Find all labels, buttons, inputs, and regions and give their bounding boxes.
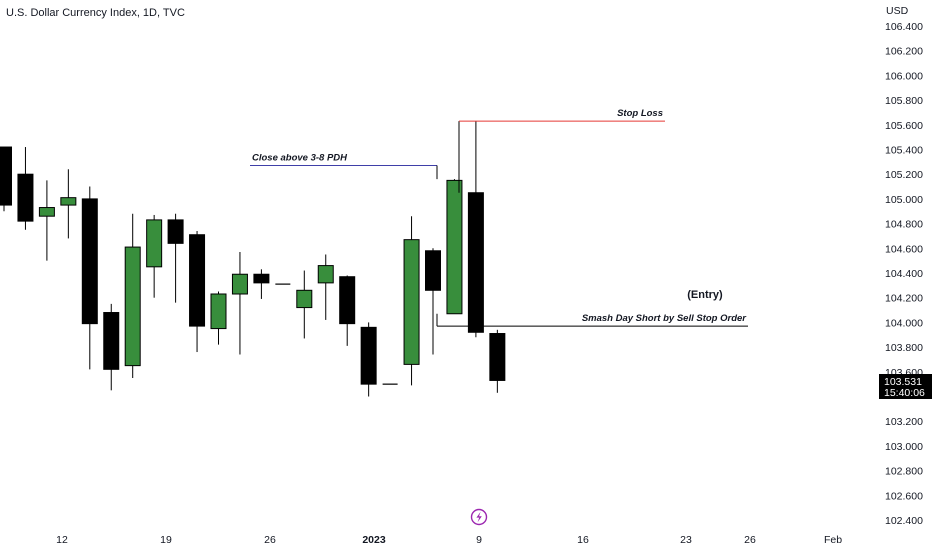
y-tick-label: 105.800 xyxy=(885,95,923,107)
x-tick-label: 19 xyxy=(160,534,172,546)
y-tick-label: 106.400 xyxy=(885,21,923,33)
candles-layer xyxy=(0,121,506,397)
price-label-box xyxy=(879,374,932,399)
time-axis[interactable]: 12 19 26 2023 9 16 23 26 Feb xyxy=(56,534,842,546)
price-axis[interactable]: USD 106.400 106.200 106.000 105.800 105.600 10… xyxy=(879,5,932,527)
candle xyxy=(103,303,120,391)
candle-body xyxy=(231,273,248,295)
entry-label: (Entry) xyxy=(687,289,723,301)
y-tick-label: 104.600 xyxy=(885,243,923,255)
candle xyxy=(425,248,441,355)
candle-body xyxy=(124,246,141,367)
candle-body xyxy=(339,276,356,325)
y-tick-label: 105.000 xyxy=(885,194,923,206)
level-label: Close above 3-8 PDH xyxy=(252,153,348,164)
candle xyxy=(403,216,420,386)
currency-label: USD xyxy=(886,5,909,17)
candle xyxy=(317,254,334,320)
candle xyxy=(253,269,270,299)
candle-body xyxy=(210,293,227,330)
x-tick-label: Feb xyxy=(824,534,842,546)
candle-body xyxy=(146,219,163,268)
y-tick-label: 105.600 xyxy=(885,120,923,132)
countdown-time: 15:40:06 xyxy=(884,387,925,399)
candle xyxy=(38,180,55,261)
x-tick-label: 9 xyxy=(476,534,482,546)
candle xyxy=(296,270,313,339)
current-price-value: 103.531 xyxy=(884,376,922,388)
y-tick-label: 103.200 xyxy=(885,416,923,428)
y-tick-label: 104.400 xyxy=(885,268,923,280)
y-tick-label: 103.800 xyxy=(885,342,923,354)
annotations-layer: Stop Loss Close above 3-8 PDH Smash Day Sh… xyxy=(250,108,748,327)
y-tick-label: 106.200 xyxy=(885,46,923,58)
candle xyxy=(60,169,77,239)
entry-line-label: Smash Day Short by Sell Stop Order xyxy=(582,313,747,324)
candle-body xyxy=(167,219,184,244)
candle-body xyxy=(489,333,506,381)
candle xyxy=(446,179,463,315)
candle xyxy=(467,121,484,338)
candle-body xyxy=(253,273,270,284)
x-tick-label: 12 xyxy=(56,534,68,546)
y-tick-label: 104.800 xyxy=(885,219,923,231)
candle xyxy=(489,329,506,393)
candle xyxy=(167,213,184,303)
candle xyxy=(210,291,227,345)
candle xyxy=(81,186,98,370)
chart-title: U.S. Dollar Currency Index, 1D, TVC xyxy=(6,7,185,19)
candle-body xyxy=(81,198,98,325)
candle-body xyxy=(0,146,12,206)
x-tick-label: 2023 xyxy=(362,534,386,546)
y-tick-label: 105.200 xyxy=(885,169,923,181)
candle xyxy=(231,252,248,355)
candle-body xyxy=(403,239,420,365)
y-tick-label: 105.400 xyxy=(885,145,923,157)
y-tick-label: 106.000 xyxy=(885,70,923,82)
candle-body xyxy=(317,265,334,284)
x-tick-label: 23 xyxy=(680,534,692,546)
candle xyxy=(0,146,12,212)
candle xyxy=(146,214,163,298)
x-tick-label: 26 xyxy=(744,534,756,546)
candle-body xyxy=(360,326,377,385)
candle-body xyxy=(103,312,120,370)
stop-loss-label: Stop Loss xyxy=(617,108,663,119)
candle xyxy=(360,322,377,397)
candle-body xyxy=(467,192,484,333)
y-tick-label: 102.600 xyxy=(885,490,923,502)
candle xyxy=(189,231,206,353)
candle xyxy=(17,147,34,230)
x-tick-label: 16 xyxy=(577,534,589,546)
y-tick-label: 104.200 xyxy=(885,293,923,305)
candle xyxy=(124,213,141,378)
y-tick-label: 102.800 xyxy=(885,466,923,478)
candle-body xyxy=(425,250,441,291)
candle xyxy=(339,275,356,346)
candle-body xyxy=(60,197,77,206)
y-tick-label: 102.400 xyxy=(885,515,923,527)
y-tick-label: 103.000 xyxy=(885,441,923,453)
candle-body xyxy=(38,207,55,217)
candle-body xyxy=(17,173,34,222)
x-tick-label: 26 xyxy=(264,534,276,546)
candle-body xyxy=(296,289,313,309)
candle-body xyxy=(189,234,206,327)
y-tick-label: 104.000 xyxy=(885,317,923,329)
lightning-icon[interactable] xyxy=(470,508,488,526)
candle-body xyxy=(446,179,463,315)
